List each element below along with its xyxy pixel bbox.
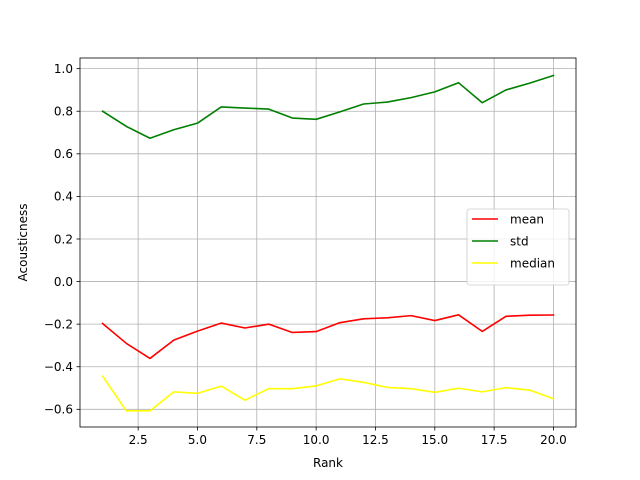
legend-label-mean: mean <box>510 212 544 226</box>
y-tick-label: 0.8 <box>54 105 73 119</box>
y-tick-label: −0.2 <box>44 317 73 331</box>
series-line-median <box>101 374 555 412</box>
x-tick-label: 12.5 <box>362 433 389 447</box>
x-axis-label: Rank <box>313 456 343 470</box>
x-tick-label: 2.5 <box>129 433 148 447</box>
series-line-std <box>101 74 555 140</box>
series-line-mean <box>101 313 555 360</box>
x-tick-label: 5.0 <box>188 433 207 447</box>
y-tick-label: 0.2 <box>54 232 73 246</box>
y-axis-label: Acousticness <box>16 204 30 282</box>
y-tick-label: 0.6 <box>54 147 73 161</box>
x-tick-label: 10.0 <box>303 433 330 447</box>
x-tick-label: 15.0 <box>421 433 448 447</box>
y-tick-label: −0.4 <box>44 360 73 374</box>
y-tick-label: −0.6 <box>44 403 73 417</box>
legend-box <box>466 208 570 286</box>
plot-frame <box>79 57 577 428</box>
legend: mean std median <box>466 208 570 286</box>
x-tick-label: 17.5 <box>481 433 508 447</box>
x-tick-label: 7.5 <box>247 433 266 447</box>
axis-ticks: 2.5 5.0 7.5 10.0 12.5 15.0 17.5 20.0 −0.6 −0.4 −0.… <box>44 62 567 447</box>
x-tick-label: 20.0 <box>540 433 567 447</box>
legend-label-median: median <box>510 256 555 270</box>
series-lines <box>101 74 555 412</box>
y-tick-label: 0.4 <box>54 190 73 204</box>
legend-label-std: std <box>510 234 529 248</box>
y-tick-label: 1.0 <box>54 62 73 76</box>
y-tick-label: 0.0 <box>54 275 73 289</box>
